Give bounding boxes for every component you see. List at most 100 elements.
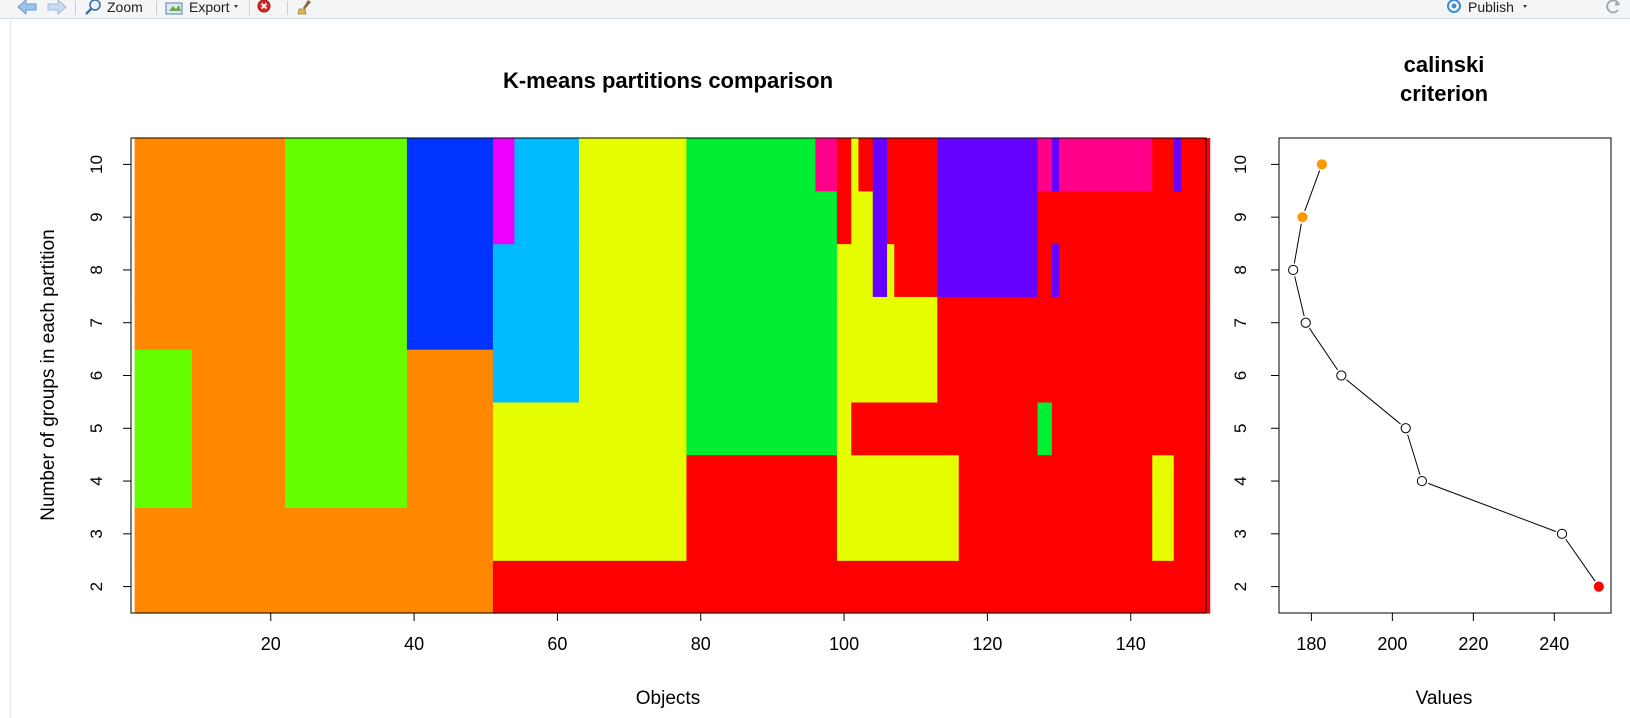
heatmap-cell	[514, 138, 580, 192]
y-tick-label: 8	[87, 265, 106, 274]
heatmap-cell	[1037, 190, 1211, 245]
y-tick-label: 10	[87, 155, 106, 174]
heatmap-cell	[686, 454, 838, 509]
heatmap-cell	[1173, 507, 1211, 561]
plot-toolbar: Zoom Export Publish	[0, 0, 1630, 19]
heatmap-cell	[134, 507, 494, 561]
back-button[interactable]	[16, 0, 38, 17]
y-tick-label: 4	[1231, 476, 1250, 485]
heatmap-cell	[887, 190, 938, 245]
heatmap-cell	[1173, 454, 1211, 509]
heatmap-cell	[858, 138, 874, 192]
heatmap-cell	[937, 138, 1039, 192]
heatmap-cell	[285, 190, 408, 245]
export-label: Export	[189, 0, 230, 15]
heatmap-cell	[872, 243, 888, 297]
heatmap-cell	[578, 190, 688, 245]
heatmap-cell	[851, 190, 874, 245]
heatmap-cell	[406, 401, 494, 456]
chevron-down-icon	[234, 5, 239, 8]
heatmap-cell	[134, 454, 193, 509]
criterion-line	[1293, 170, 1596, 582]
heatmap-cell	[406, 296, 494, 350]
heatmap-cell	[578, 138, 688, 192]
criterion-point	[1556, 528, 1568, 539]
forward-button[interactable]	[46, 0, 68, 17]
criterion-line-segment	[1346, 379, 1401, 425]
heatmap-cell	[191, 401, 286, 456]
criterion-point	[1400, 423, 1411, 434]
x-tick-label: 40	[404, 634, 424, 654]
y-tick-label: 8	[1231, 265, 1250, 274]
heatmap-cell	[191, 454, 286, 509]
y-tick-label: 3	[1231, 529, 1250, 538]
heatmap-cell	[1152, 138, 1175, 192]
heatmap-cell	[686, 349, 838, 403]
pane-left-border	[10, 18, 11, 718]
heatmap-cell	[872, 190, 888, 245]
heatmap-cell	[492, 190, 516, 245]
heatmap-cell	[958, 507, 1153, 561]
heatmap-cell	[937, 349, 1211, 403]
heatmap-title: K-means partitions comparison	[503, 68, 833, 93]
heatmap-y-label: Number of groups in each partition	[38, 229, 59, 521]
heatmap-cell	[492, 349, 580, 403]
heatmap-cell	[937, 190, 1039, 245]
criterion-line-segment	[1294, 276, 1305, 317]
forward-arrow-icon	[47, 0, 67, 15]
criterion-point	[1288, 264, 1299, 276]
heatmap-cell	[134, 401, 193, 456]
heatmap-cell	[836, 401, 852, 456]
y-tick-label: 6	[87, 371, 106, 380]
zoom-label: Zoom	[107, 0, 143, 15]
heatmap-cell	[958, 454, 1153, 509]
heatmap-cell	[836, 454, 960, 509]
heatmap-cell	[1037, 243, 1053, 297]
heatmap-cell	[285, 401, 408, 456]
x-tick-label: 120	[972, 634, 1002, 654]
criterion-y-axis: 2 3 4 5 6 7 8 9 10	[1231, 155, 1279, 591]
heatmap-cell	[492, 401, 688, 456]
heatmap-cell	[1051, 401, 1211, 456]
criterion-title-line-1: calinski	[1404, 52, 1485, 77]
publish-label: Publish	[1468, 0, 1514, 15]
heatmap-cell	[686, 243, 838, 297]
x-tick-label: 60	[547, 634, 567, 654]
heatmap-cell	[1173, 138, 1182, 192]
clear-all-plots-button[interactable]	[296, 0, 314, 17]
heatmap-cell	[492, 138, 516, 192]
heatmap-cell	[406, 190, 494, 245]
criterion-title-line-2: criterion	[1400, 81, 1488, 106]
heatmap-cell	[937, 243, 1039, 297]
refresh-button[interactable]	[1604, 0, 1624, 17]
publish-button[interactable]: Publish	[1444, 0, 1532, 17]
criterion-point	[1316, 159, 1328, 170]
criterion-line-segment	[1308, 327, 1339, 371]
heatmap-cell	[285, 454, 408, 509]
heatmap-cell	[686, 507, 838, 561]
remove-plot-button[interactable]	[256, 0, 272, 17]
heatmap-cell	[134, 138, 286, 192]
zoom-button[interactable]: Zoom	[85, 0, 143, 17]
y-tick-label: 10	[1231, 155, 1250, 174]
x-tick-label: 100	[829, 634, 859, 654]
y-tick-label: 2	[87, 582, 106, 591]
heatmap-y-axis: 2 3 4 5 6 7 8 9 10	[87, 155, 131, 591]
criterion-point	[1297, 212, 1308, 223]
zoom-icon	[85, 0, 101, 15]
heatmap-cell	[1051, 138, 1060, 192]
export-button[interactable]: Export	[165, 0, 243, 17]
y-tick-label: 9	[1231, 212, 1250, 221]
heatmap-cell	[1037, 401, 1053, 456]
publish-icon	[1447, 0, 1461, 13]
heatmap-cell	[191, 349, 286, 403]
back-arrow-icon	[17, 0, 37, 15]
heatmap-cell	[686, 190, 838, 245]
heatmap-cell	[1059, 243, 1211, 297]
heatmap-cells	[134, 138, 1211, 614]
heatmap-cell	[887, 243, 895, 297]
heatmap-cell	[492, 296, 580, 350]
criterion-line-segment	[1304, 170, 1321, 212]
heatmap-cell	[285, 349, 408, 403]
x-tick-label: 200	[1377, 634, 1407, 654]
